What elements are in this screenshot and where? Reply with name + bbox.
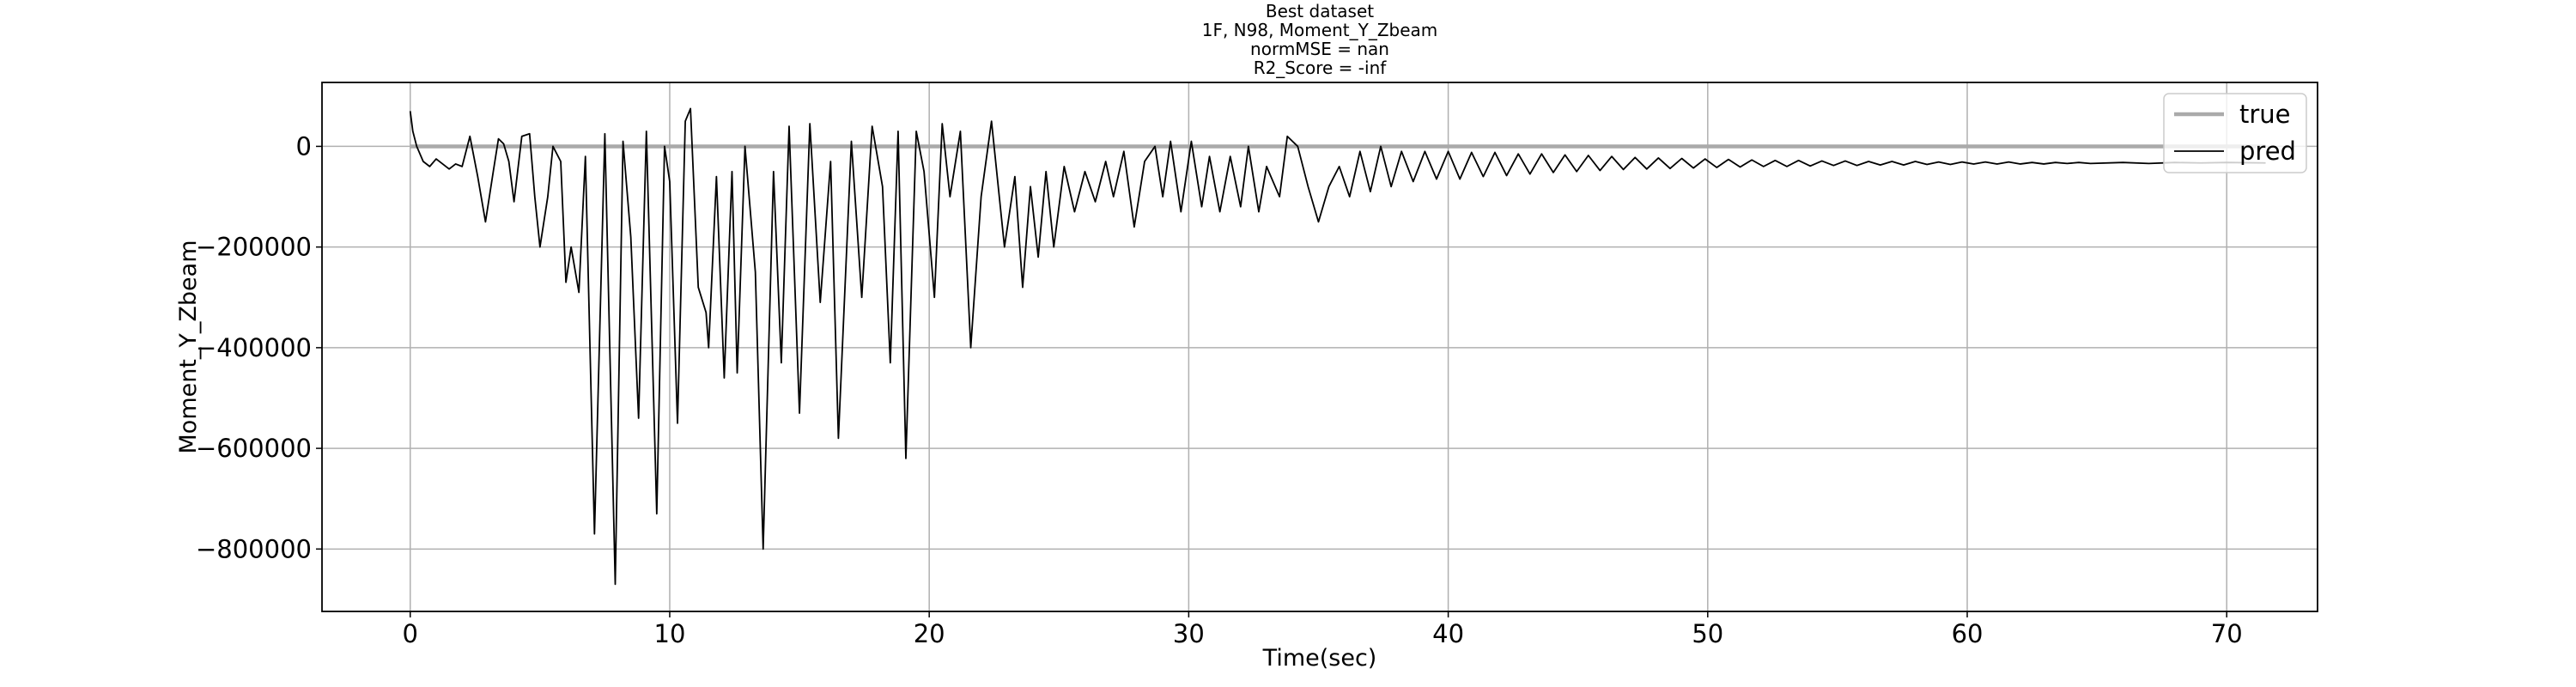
x-tick-label: 60 bbox=[1952, 619, 1984, 648]
chart-title: R2_Score = -inf bbox=[1254, 58, 1388, 78]
chart-title: 1F, N98, Moment_Y_Zbeam bbox=[1202, 20, 1438, 40]
x-tick-label: 20 bbox=[914, 619, 945, 648]
legend: true pred bbox=[2163, 93, 2307, 173]
x-axis-label: Time(sec) bbox=[1262, 645, 1377, 672]
x-tick-label: 10 bbox=[654, 619, 686, 648]
legend-label: pred bbox=[2239, 137, 2296, 166]
y-tick-label: 0 bbox=[296, 131, 312, 161]
plot-frame bbox=[321, 82, 2318, 612]
x-tick-label: 70 bbox=[2211, 619, 2243, 648]
y-axis-label: Moment_Y_Zbeam bbox=[175, 240, 202, 453]
y-tick-label: −200000 bbox=[196, 233, 312, 262]
series-line bbox=[409, 107, 2266, 586]
y-tick-label: −800000 bbox=[196, 534, 312, 563]
x-tick-label: 40 bbox=[1432, 619, 1464, 648]
y-tick-label: −600000 bbox=[196, 434, 312, 463]
y-tick-label: −400000 bbox=[196, 333, 312, 362]
chart-title: Best dataset bbox=[1266, 1, 1374, 21]
legend-label: true bbox=[2239, 100, 2291, 129]
chart-title: normMSE = nan bbox=[1250, 39, 1389, 59]
x-tick-label: 50 bbox=[1692, 619, 1723, 648]
x-tick-label: 0 bbox=[403, 619, 418, 648]
x-tick-label: 30 bbox=[1173, 619, 1205, 648]
